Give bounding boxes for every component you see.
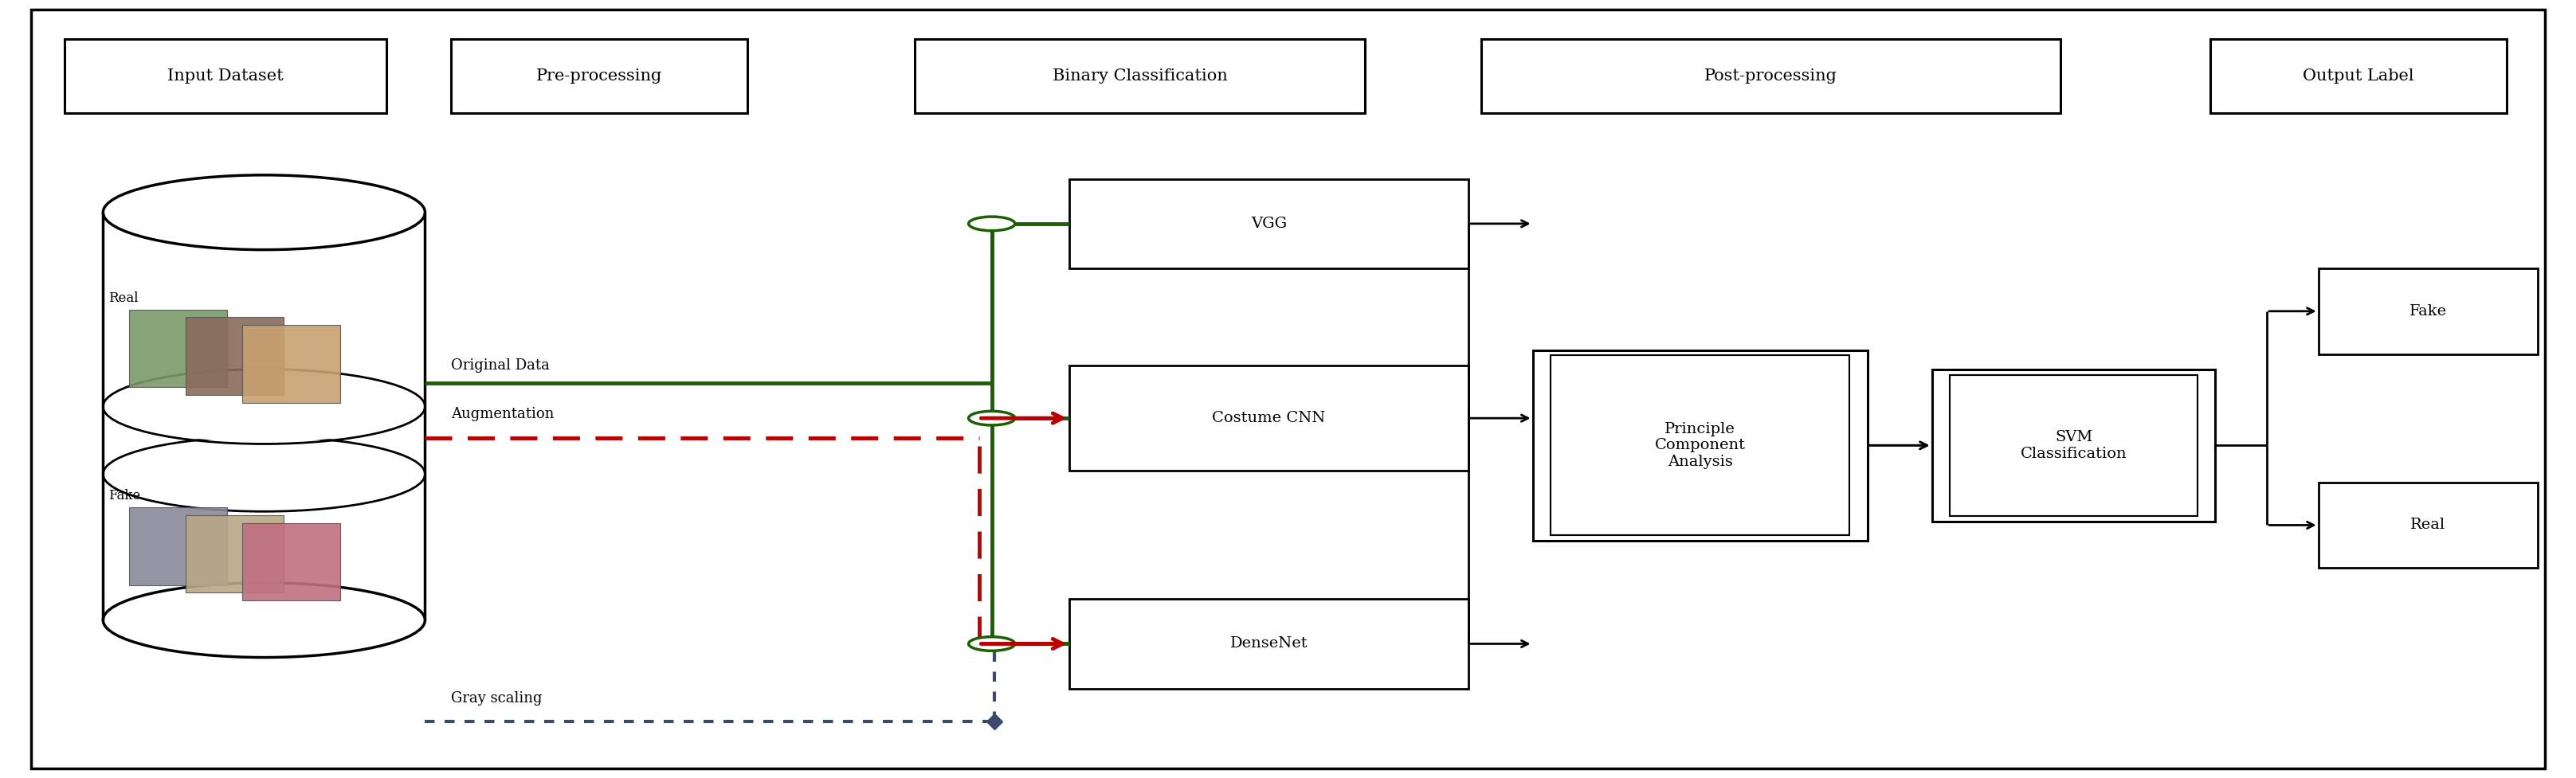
FancyBboxPatch shape [1069,599,1468,689]
FancyBboxPatch shape [129,507,227,585]
Text: Output Label: Output Label [2303,68,2414,83]
FancyBboxPatch shape [185,515,283,593]
Ellipse shape [103,583,425,657]
FancyBboxPatch shape [1551,356,1850,535]
FancyBboxPatch shape [2210,39,2506,113]
Text: Augmentation: Augmentation [451,407,554,422]
FancyBboxPatch shape [185,317,283,395]
FancyBboxPatch shape [1069,179,1468,268]
FancyBboxPatch shape [31,9,2545,769]
Circle shape [969,636,1015,650]
Ellipse shape [103,175,425,250]
Circle shape [969,411,1015,425]
FancyBboxPatch shape [242,523,340,601]
Text: Binary Classification: Binary Classification [1054,68,1226,83]
Ellipse shape [106,439,422,510]
Text: DenseNet: DenseNet [1229,636,1309,651]
FancyBboxPatch shape [64,39,386,113]
Text: Principle
Component
Analysis: Principle Component Analysis [1654,422,1747,469]
FancyBboxPatch shape [451,39,747,113]
FancyBboxPatch shape [2318,268,2537,354]
FancyBboxPatch shape [1069,366,1468,471]
FancyBboxPatch shape [242,325,340,403]
FancyBboxPatch shape [914,39,1365,113]
Ellipse shape [106,371,422,442]
Text: Fake: Fake [2409,304,2447,318]
FancyBboxPatch shape [1481,39,2061,113]
Text: Pre-processing: Pre-processing [536,68,662,83]
Text: Gray scaling: Gray scaling [451,691,541,706]
Text: Costume CNN: Costume CNN [1213,411,1324,426]
FancyBboxPatch shape [129,310,227,387]
Text: Fake: Fake [108,489,139,503]
FancyBboxPatch shape [1950,375,2197,516]
Text: Real: Real [108,291,139,305]
Text: VGG: VGG [1252,216,1285,231]
Text: SVM
Classification: SVM Classification [2020,430,2128,461]
Circle shape [969,216,1015,230]
FancyBboxPatch shape [1932,370,2215,521]
Text: Input Dataset: Input Dataset [167,68,283,83]
FancyBboxPatch shape [2318,482,2537,568]
Text: Original Data: Original Data [451,358,549,373]
Text: Real: Real [2411,518,2445,532]
FancyBboxPatch shape [1533,350,1868,541]
Text: Post-processing: Post-processing [1705,68,1837,83]
